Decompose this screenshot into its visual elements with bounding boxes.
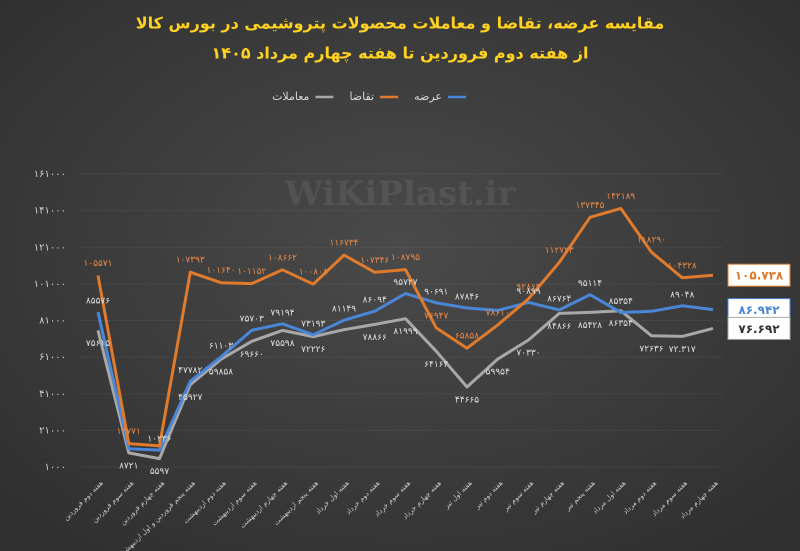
data-label: ۷۹۱۹۴ bbox=[270, 308, 294, 318]
data-label: ۸۹۰۴۸ bbox=[670, 290, 694, 300]
data-label: ۸۱۹۹۹ bbox=[393, 327, 417, 337]
data-label: ۷۵۷۰۳ bbox=[240, 315, 264, 325]
y-tick-label: ۲۱۰۰۰ bbox=[39, 425, 66, 436]
data-label: ۶۹۶۶۰ bbox=[240, 350, 264, 360]
data-label: ۵۵۹۷ bbox=[150, 467, 170, 477]
chart-title: مقایسه عرضه، تقاضا و معاملات محصولات پتر… bbox=[136, 14, 665, 34]
data-label: ۶۵۸۵۸ bbox=[455, 332, 479, 342]
data-label: ۶۴۱۶۴ bbox=[424, 360, 448, 370]
data-label: ۱۰۸۷۹۵ bbox=[391, 253, 420, 263]
legend-label: عرضه bbox=[414, 90, 442, 103]
data-label: ۹۲۸۶۳ bbox=[516, 282, 540, 292]
series-line bbox=[96, 309, 714, 461]
data-label: ۱۱۲۷۲۳ bbox=[545, 246, 574, 256]
chart-subtitle: از هفته دوم فروردین تا هفته چهارم مرداد … bbox=[212, 44, 589, 64]
legend-label: تقاضا bbox=[349, 90, 374, 103]
y-tick-label: ۱۴۱۰۰۰ bbox=[34, 206, 66, 217]
data-label: ۷۲۲۲۶ bbox=[301, 345, 325, 355]
data-label: ۴۷۷۸۲ bbox=[178, 366, 202, 376]
data-label: ۷۸۸۶۶ bbox=[363, 333, 387, 343]
y-tick-label: ۱۰۰۰ bbox=[45, 462, 66, 473]
data-label: ۹۵۱۱۴ bbox=[578, 279, 602, 289]
data-label: ۸۱۱۴۹ bbox=[332, 305, 356, 315]
data-label: ۱۴۲۱۸۹ bbox=[606, 192, 635, 202]
data-label: ۱۰۰۸۰۸ bbox=[299, 268, 328, 278]
data-label: ۱۰۷۳۴۶ bbox=[360, 256, 389, 266]
data-label: ۱۳۷۷۱ bbox=[117, 427, 141, 437]
data-label: ۷۸۶۱۰ bbox=[486, 308, 510, 318]
data-label: ۴۵۹۲۷ bbox=[178, 393, 202, 403]
data-label: ۹۰۶۹۱ bbox=[424, 287, 448, 297]
watermark: WiKiPlast.ir bbox=[284, 174, 517, 214]
data-label: ۸۶۷۶۴ bbox=[547, 294, 571, 304]
y-tick-label: ۸۱۰۰۰ bbox=[39, 316, 66, 327]
data-label: ۱۱۸۲۹۰ bbox=[637, 236, 666, 246]
y-tick-label: ۶۱۰۰۰ bbox=[39, 352, 66, 363]
data-label: ۹۰۸۹۹ bbox=[516, 287, 540, 297]
data-label: ۱۰۱۱۵۲ bbox=[237, 267, 266, 277]
y-tick-label: ۴۱۰۰۰ bbox=[39, 389, 66, 400]
data-label: ۵۹۹۵۴ bbox=[486, 368, 510, 378]
data-label: ۶۱۱۰۳ bbox=[209, 341, 233, 351]
data-label: ۷۰۳۳۰ bbox=[516, 349, 540, 359]
legend-label: معاملات bbox=[272, 90, 309, 103]
data-label: ۷۳۱۹۳ bbox=[301, 319, 325, 329]
end-label: ۸۶.۹۴۲ bbox=[738, 303, 780, 317]
data-label: ۵۹۸۵۸ bbox=[209, 368, 233, 378]
data-label: ۱۱۶۷۳۴ bbox=[329, 239, 358, 249]
data-label: ۸۷۸۴۶ bbox=[455, 292, 479, 302]
data-label: ۱۰۲۳۶ bbox=[147, 435, 171, 445]
data-label: ۴۴۶۶۵ bbox=[455, 396, 479, 406]
data-label: ۸۶۰۹۴ bbox=[363, 296, 387, 306]
y-tick-label: ۱۶۱۰۰۰ bbox=[34, 169, 66, 180]
data-label: ۸۴۸۶۶ bbox=[547, 322, 571, 332]
series-line bbox=[96, 292, 714, 452]
data-label: ۹۵۷۲۷ bbox=[393, 278, 417, 288]
data-label: ۸۵۳۵۴ bbox=[609, 297, 633, 307]
data-label: ۱۰۵۵۷۱ bbox=[83, 259, 112, 269]
data-label: ۸۵۴۲۸ bbox=[578, 321, 602, 331]
data-label: ۷۵۵۹۸ bbox=[270, 339, 294, 349]
data-label: ۷۵۶۱۵ bbox=[86, 339, 110, 349]
data-label: ۸۷۲۱ bbox=[119, 461, 138, 471]
data-label: ۱۰۱۶۴۰ bbox=[206, 266, 235, 276]
data-label: ۸۵۵۷۶ bbox=[86, 297, 110, 307]
end-label-box bbox=[727, 316, 791, 340]
data-label: ۱۰۴۳۲۸ bbox=[668, 261, 697, 271]
end-label-box bbox=[727, 263, 791, 287]
y-tick-label: ۱۲۱۰۰۰ bbox=[34, 242, 66, 253]
end-label: ۱۰۵.۷۳۸ bbox=[735, 269, 784, 283]
data-label: ۱۰۷۳۹۳ bbox=[176, 256, 205, 266]
data-label: ۷۶۹۴۷ bbox=[424, 311, 448, 321]
data-label: ۷۲۶۳۶ bbox=[639, 344, 663, 354]
end-label: ۷۶.۶۹۲ bbox=[738, 322, 780, 336]
data-label: ۱۳۷۳۴۵ bbox=[575, 201, 604, 211]
data-label: ۸۶۳۵۴ bbox=[609, 319, 633, 329]
y-tick-label: ۱۰۱۰۰۰ bbox=[34, 279, 66, 290]
data-label: ۱۰۸۶۶۲ bbox=[268, 253, 297, 263]
data-label: ۷۲.۳۱۷ bbox=[669, 345, 696, 355]
series-line bbox=[96, 206, 714, 448]
